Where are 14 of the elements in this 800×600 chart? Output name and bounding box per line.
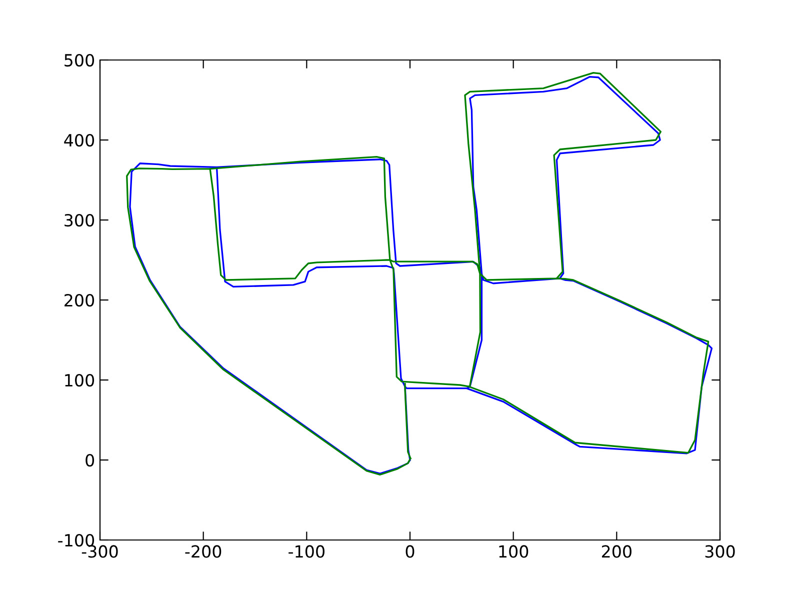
x-tick-label: 300	[705, 545, 735, 558]
x-tick-label: 200	[602, 545, 632, 558]
y-tick-label: 300	[64, 214, 94, 227]
x-tick-label: -300	[82, 545, 118, 558]
y-tick-label: 200	[64, 294, 94, 307]
x-tick-label: 100	[499, 545, 528, 558]
x-tick-label: -200	[185, 545, 222, 558]
x-tick-label: -100	[288, 545, 324, 558]
y-tick-label: 0	[86, 454, 94, 467]
y-tick-label: 100	[65, 374, 94, 387]
x-tick-label: 0	[406, 545, 414, 558]
y-tick-label: -100	[58, 534, 94, 547]
y-tick-label: 400	[64, 134, 94, 147]
y-tick-label: 500	[64, 54, 94, 67]
